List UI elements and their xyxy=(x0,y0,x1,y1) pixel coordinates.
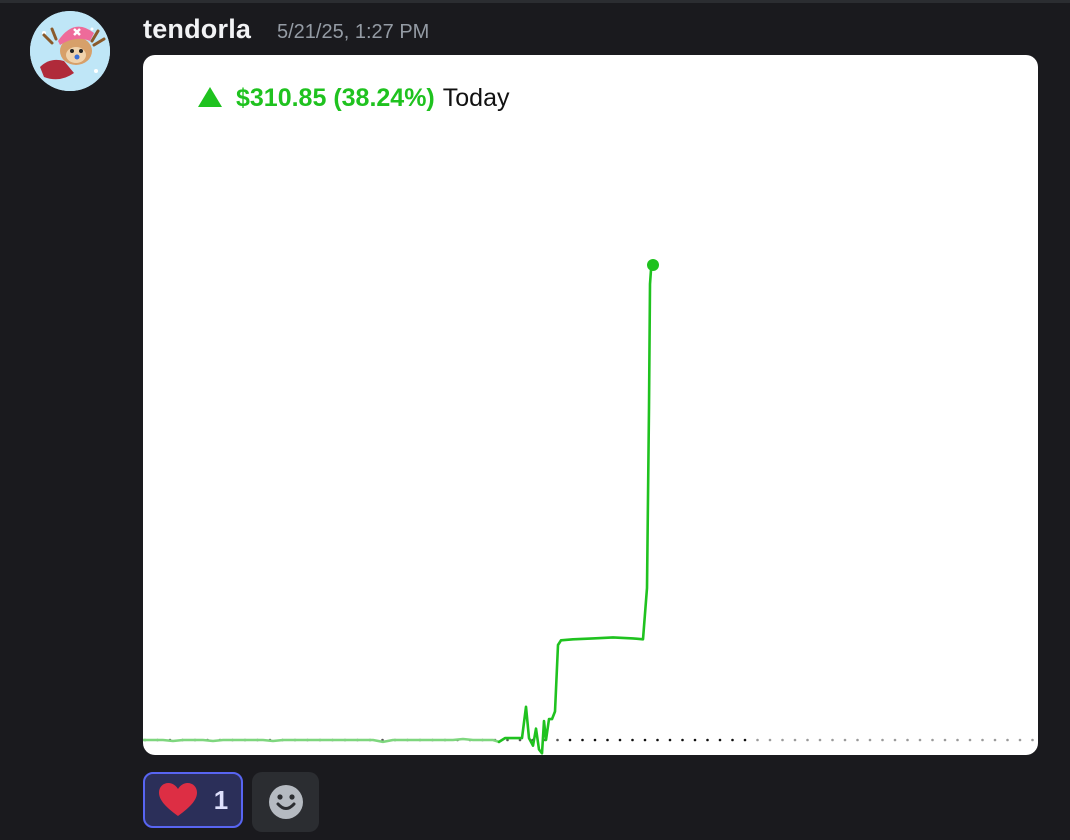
heart-icon xyxy=(158,783,197,816)
period-label: Today xyxy=(442,83,510,112)
baseline-dot xyxy=(868,738,872,742)
baseline-dot xyxy=(806,738,809,742)
baseline-dot xyxy=(606,738,609,742)
baseline-dot xyxy=(993,738,997,742)
smiley-icon xyxy=(268,785,303,819)
baseline-dot xyxy=(1006,738,1009,742)
baseline-dot xyxy=(818,738,822,742)
baseline-dot xyxy=(781,738,784,742)
baseline-dot xyxy=(593,738,597,742)
baseline-dot xyxy=(856,738,859,742)
baseline-dot xyxy=(756,738,759,742)
reactions-bar: 1 xyxy=(143,772,319,832)
baseline-dot xyxy=(968,738,972,742)
baseline-dot xyxy=(1018,738,1022,742)
current-price-dot xyxy=(647,259,659,271)
baseline-dot xyxy=(831,738,834,742)
change-value: $310.85 (38.24%) xyxy=(236,83,435,112)
baseline-dot xyxy=(893,738,897,742)
baseline-dot xyxy=(681,738,684,742)
baseline-dot xyxy=(706,738,709,742)
baseline-dot xyxy=(906,738,909,742)
message-timestamp: 5/21/25, 1:27 PM xyxy=(277,21,430,43)
baseline-dot xyxy=(981,738,984,742)
baseline-dot xyxy=(618,738,622,742)
baseline-dot xyxy=(881,738,884,742)
price-line-chart xyxy=(143,259,1034,755)
reaction-count: 1 xyxy=(213,784,229,815)
baseline-dot xyxy=(643,738,647,742)
baseline-dot xyxy=(956,738,959,742)
baseline-dot xyxy=(668,738,672,742)
baseline-dot xyxy=(718,738,722,742)
triangle-up-icon xyxy=(198,86,222,107)
channel-divider xyxy=(0,0,1070,3)
price-line xyxy=(497,263,655,755)
baseline-dot xyxy=(743,738,747,742)
baseline-dot xyxy=(793,738,797,742)
baseline-dot xyxy=(918,738,922,742)
heart-reaction[interactable]: 1 xyxy=(143,772,243,828)
chart-header: $310.85 (38.24%) Today xyxy=(198,81,509,115)
baseline-dot xyxy=(731,738,734,742)
baseline-dot xyxy=(581,738,584,742)
baseline-dot xyxy=(931,738,934,742)
chopper-avatar-icon xyxy=(30,11,110,91)
baseline-dot xyxy=(943,738,947,742)
price-line-earlier xyxy=(143,737,501,744)
baseline-dot xyxy=(556,738,559,742)
baseline-dot xyxy=(693,738,697,742)
avatar[interactable] xyxy=(30,11,110,91)
baseline-dot xyxy=(656,738,659,742)
baseline-dot xyxy=(1031,738,1034,742)
stock-chart-embed[interactable]: $310.85 (38.24%) Today xyxy=(143,55,1038,755)
baseline-dot xyxy=(631,738,634,742)
baseline-dot xyxy=(768,738,772,742)
baseline-dot xyxy=(843,738,847,742)
username[interactable]: tendorla xyxy=(143,14,252,44)
add-reaction-button[interactable] xyxy=(252,772,319,832)
baseline-dot xyxy=(568,738,572,742)
